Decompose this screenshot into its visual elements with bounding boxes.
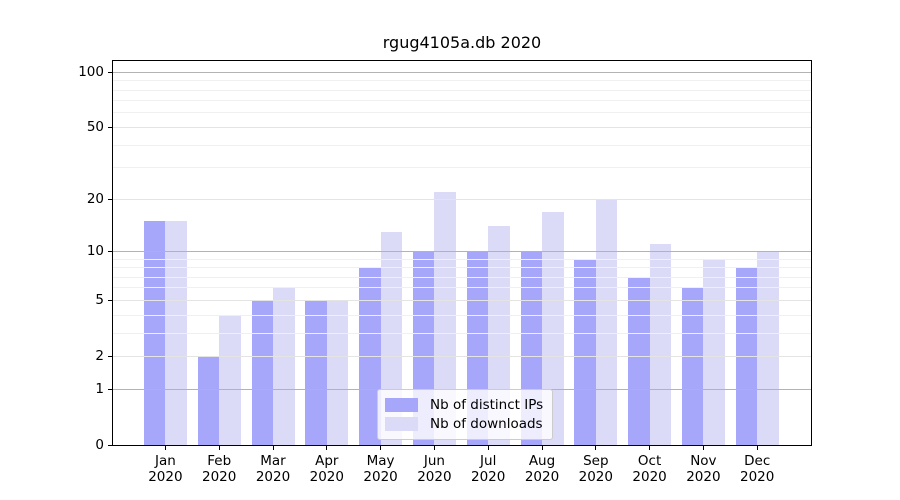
y-tick-label: 0: [95, 437, 104, 453]
x-tick-label-month: Jun: [423, 453, 445, 469]
x-tick-mark: [218, 446, 220, 450]
bar-nb-of-downloads-mar: [273, 287, 295, 445]
legend-label-distinct-ips: Nb of distinct IPs: [430, 397, 544, 413]
x-tick-label-month: Mar: [260, 453, 286, 469]
y-tick-label: 20: [86, 191, 104, 208]
gridline-minor: [113, 100, 811, 102]
bar-nb-of-distinct-ips-apr: [305, 300, 327, 445]
y-tick-label: 5: [95, 292, 104, 309]
x-tick-label-year: 2020: [578, 469, 613, 485]
gridline-major: [113, 71, 811, 73]
y-tick-mark: [108, 299, 112, 301]
bar-nb-of-downloads-nov: [703, 259, 725, 445]
x-tick-label-year: 2020: [148, 469, 183, 485]
x-tick-label-year: 2020: [309, 469, 344, 485]
x-tick-mark: [649, 446, 651, 450]
x-tick-label-year: 2020: [471, 469, 506, 485]
gridline-minor: [113, 258, 811, 260]
bar-nb-of-distinct-ips-nov: [681, 287, 704, 445]
x-tick-label-month: Dec: [744, 453, 771, 469]
bar-nb-of-downloads-feb: [219, 315, 241, 445]
x-tick-label-year: 2020: [524, 469, 560, 485]
gridline-minor: [113, 167, 811, 169]
gridline-minor: [113, 314, 811, 316]
gridline-labeled: [113, 355, 811, 357]
x-tick-label-month: Sep: [583, 453, 609, 469]
y-tick-label: 10: [86, 243, 104, 260]
plot-area: Nb of distinct IPs Nb of downloads: [112, 60, 812, 446]
x-tick-mark: [595, 446, 597, 450]
x-tick-mark: [702, 446, 704, 450]
x-tick-label-year: 2020: [686, 469, 721, 485]
x-tick-label-year: 2020: [740, 469, 775, 485]
y-tick-label: 2: [95, 348, 104, 365]
x-tick-mark: [433, 446, 435, 450]
y-tick-label: 1: [95, 381, 104, 397]
legend-entry-downloads: Nb of downloads: [385, 416, 543, 432]
bar-nb-of-distinct-ips-oct: [628, 277, 650, 445]
bar-nb-of-downloads-oct: [649, 244, 672, 445]
bar-nb-of-distinct-ips-mar: [251, 300, 273, 445]
y-tick-mark: [108, 250, 112, 252]
y-tick-label: 100: [78, 64, 104, 81]
gridline-labeled: [113, 198, 811, 200]
gridline-minor: [113, 144, 811, 146]
x-tick-label-year: 2020: [632, 469, 667, 485]
x-tick-mark: [380, 446, 382, 450]
legend: Nb of distinct IPs Nb of downloads: [377, 389, 554, 440]
x-tick-label-month: Jul: [480, 453, 497, 469]
x-tick-mark: [272, 446, 274, 450]
bar-nb-of-downloads-sep: [595, 199, 618, 445]
y-tick-mark: [108, 71, 112, 73]
x-tick-label-month: May: [366, 453, 395, 469]
legend-entry-distinct-ips: Nb of distinct IPs: [385, 397, 543, 413]
gridline-minor: [113, 80, 811, 82]
x-tick-label-month: Oct: [637, 453, 662, 469]
x-tick-mark: [756, 446, 758, 450]
x-tick-label-month: Jan: [154, 453, 176, 469]
y-tick-mark: [108, 444, 112, 446]
x-tick-mark: [541, 446, 543, 450]
y-tick-label: 50: [86, 119, 104, 136]
bar-nb-of-downloads-apr: [326, 300, 349, 445]
bar-nb-of-downloads-aug: [542, 211, 564, 445]
legend-swatch-downloads-icon: [385, 417, 418, 431]
bar-nb-of-distinct-ips-sep: [574, 259, 596, 445]
gridline-minor: [113, 287, 811, 289]
y-tick-mark: [108, 388, 112, 390]
bar-nb-of-downloads-dec: [757, 251, 779, 445]
x-tick-mark: [164, 446, 166, 450]
y-tick-mark: [108, 198, 112, 200]
gridline-minor: [113, 112, 811, 114]
x-tick-label-year: 2020: [255, 469, 291, 485]
x-tick-mark: [326, 446, 328, 450]
y-tick-mark: [108, 126, 112, 128]
legend-swatch-distinct-ips-icon: [385, 398, 418, 412]
x-tick-mark: [487, 446, 489, 450]
gridline-minor: [113, 89, 811, 91]
gridline-labeled: [113, 299, 811, 301]
bar-nb-of-distinct-ips-feb: [197, 356, 220, 445]
gridline-minor: [113, 332, 811, 334]
chart-title: rgug4105a.db 2020: [382, 33, 542, 52]
gridline-major: [113, 250, 811, 252]
bar-nb-of-downloads-jun: [434, 191, 456, 445]
x-tick-label-month: Nov: [690, 453, 717, 469]
legend-label-downloads: Nb of downloads: [430, 416, 543, 432]
x-tick-label-year: 2020: [202, 469, 237, 485]
y-tick-mark: [108, 355, 112, 357]
gridline-minor: [113, 267, 811, 269]
x-tick-label-year: 2020: [417, 469, 452, 485]
x-tick-label-month: Apr: [315, 453, 339, 469]
x-tick-label-month: Feb: [207, 453, 232, 469]
x-tick-label-year: 2020: [363, 469, 398, 485]
x-tick-label-month: Aug: [528, 453, 556, 469]
gridline-labeled: [113, 126, 811, 128]
gridline-minor: [113, 276, 811, 278]
